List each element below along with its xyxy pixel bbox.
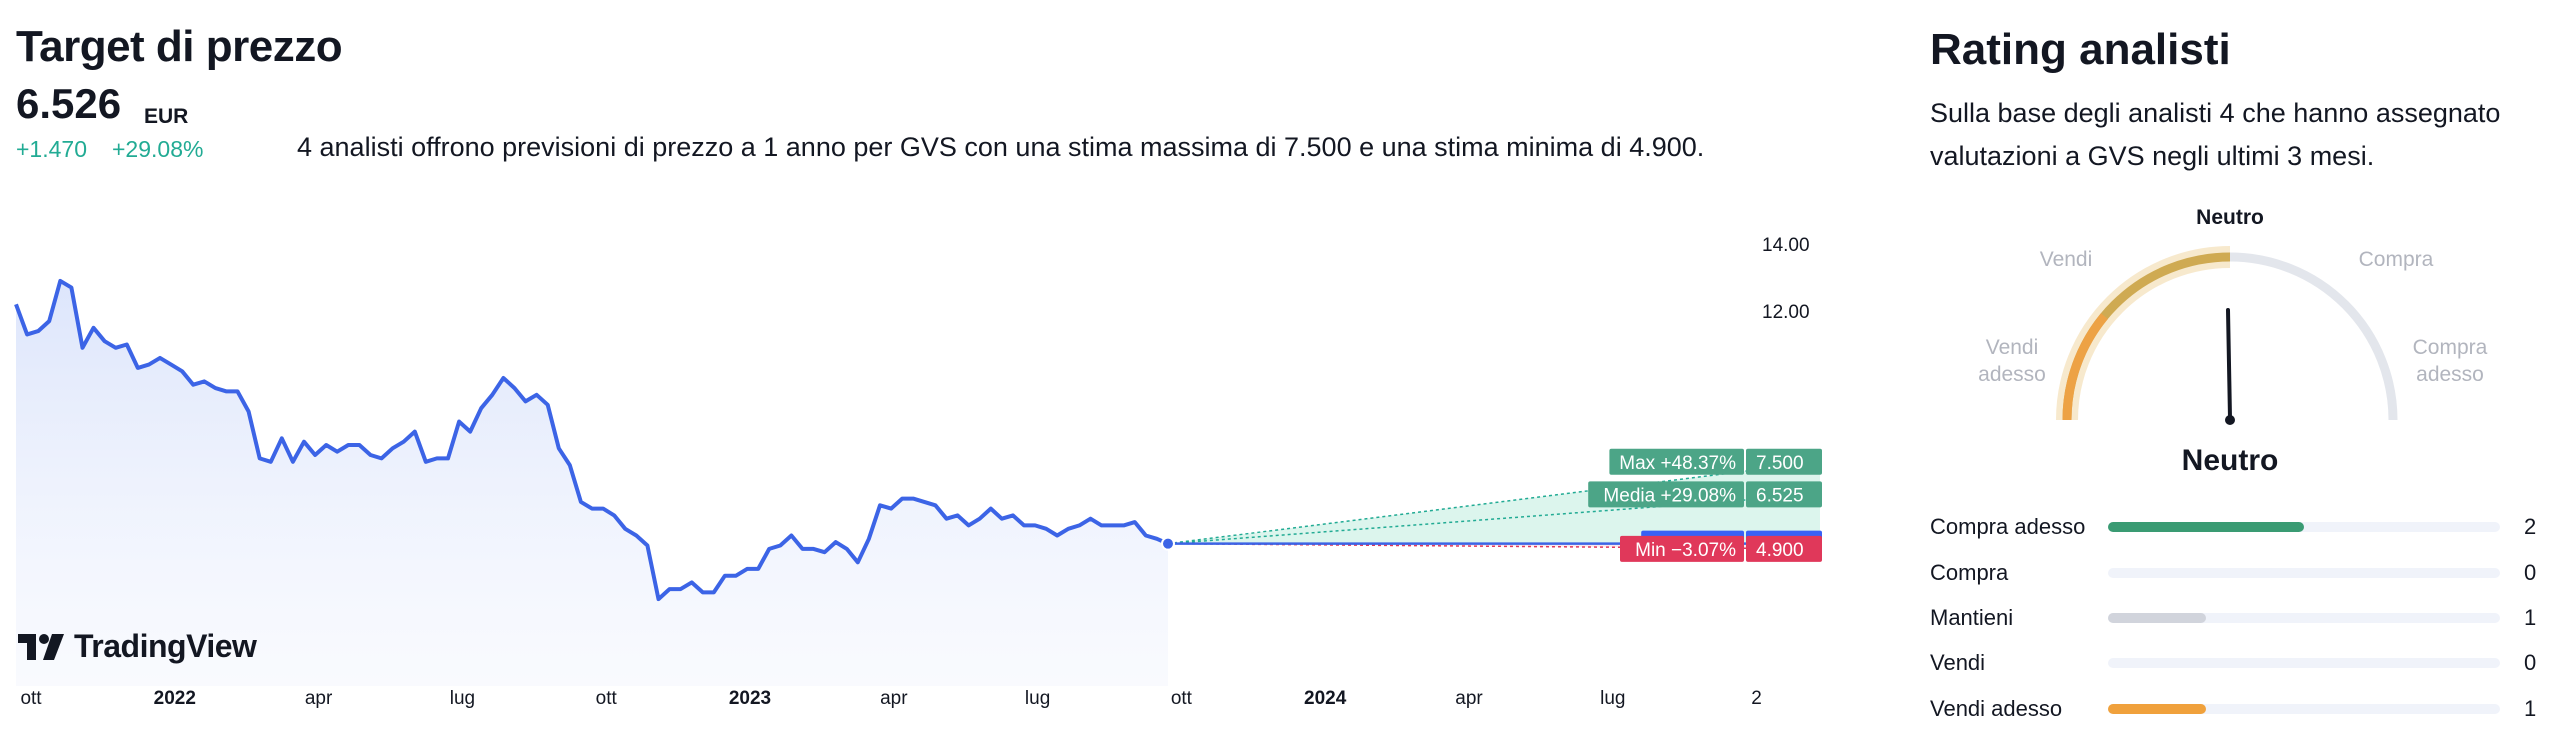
x-tick-label: lug bbox=[1600, 688, 1625, 709]
tradingview-logo-text: TradingView bbox=[74, 628, 257, 664]
rating-row-label-vendi-adesso: Vendi adesso bbox=[1930, 696, 2063, 721]
price-line bbox=[14, 278, 1169, 602]
tradingview-icon bbox=[18, 633, 64, 660]
rating-row-label-mantieni: Mantieni bbox=[1930, 605, 2014, 630]
forecast-label-name: Min −3.07% bbox=[1635, 540, 1736, 561]
y-tick-label: 14.00 bbox=[1762, 235, 1810, 256]
rating-row-count-vendi: 0 bbox=[2524, 650, 2537, 675]
forecast-label-media: Media +29.08% 6.525 bbox=[1588, 481, 1822, 508]
gauge-label-buy: Compra bbox=[2359, 248, 2434, 271]
change-percent: +29.08% bbox=[112, 136, 204, 162]
tradingview-logo[interactable]: TradingView bbox=[18, 628, 257, 665]
gauge-fill-start bbox=[2062, 313, 2108, 421]
forecast-label-value: 4.900 bbox=[1756, 540, 1804, 561]
rating-row-count-mantieni: 1 bbox=[2524, 605, 2537, 630]
rating-row-count-compra-adesso: 2 bbox=[2524, 514, 2537, 539]
rating-row-label-vendi: Vendi bbox=[1930, 650, 1986, 675]
x-tick-label: apr bbox=[880, 688, 908, 709]
rating-gauge: Neutro Vendi Compra Vendi adesso Compra ad… bbox=[1978, 206, 2488, 477]
rating-bar-vendi-adesso bbox=[2108, 704, 2500, 714]
forecast-label-name: Media +29.08% bbox=[1603, 485, 1736, 506]
x-tick-label: ott bbox=[596, 688, 618, 709]
x-tick-label: lug bbox=[1025, 688, 1050, 709]
rating-row-label-compra-adesso: Compra adesso bbox=[1930, 514, 2086, 539]
forecast-label-min: Min −3.07% 4.900 bbox=[1620, 535, 1822, 562]
gauge-label-strong-buy: Compra adesso bbox=[2413, 336, 2488, 386]
current-price-point bbox=[1161, 536, 1175, 551]
gauge-needle-hub bbox=[2225, 415, 2235, 425]
rating-bar-fill-compra-adesso bbox=[2108, 522, 2304, 532]
rating-title: Rating analisti bbox=[1930, 25, 2231, 74]
rating-bar-vendi bbox=[2108, 658, 2500, 668]
gauge-needle bbox=[2226, 308, 2232, 420]
price-target-description: 4 analisti offrono previsioni di prezzo … bbox=[297, 132, 1705, 162]
currency-label: EUR bbox=[144, 105, 189, 128]
y-tick-label: 12.00 bbox=[1762, 302, 1810, 323]
gauge-label-neutral: Neutro bbox=[2196, 206, 2264, 229]
forecast-label-value-bg bbox=[1746, 535, 1822, 562]
x-tick-label: ott bbox=[20, 688, 42, 709]
forecast-upper-area bbox=[1168, 461, 1820, 544]
x-tick-label: apr bbox=[1455, 688, 1483, 709]
rating-row-count-compra: 0 bbox=[2524, 560, 2537, 585]
forecast-label-name-bg bbox=[1620, 535, 1744, 562]
x-tick-label: 2022 bbox=[154, 688, 196, 709]
gauge-label-strong-sell: Vendi adesso bbox=[1978, 336, 2046, 386]
rating-bar-fill-mantieni bbox=[2108, 613, 2206, 623]
target-price: 6.526 bbox=[16, 80, 122, 127]
x-tick-label: 2023 bbox=[729, 688, 771, 709]
forecast-max-line bbox=[1167, 461, 1821, 545]
price-target-chart[interactable]: 14.0012.0010.0008.0006.0004.0002.000ott2… bbox=[0, 200, 1880, 732]
change-absolute: +1.470 bbox=[16, 136, 87, 162]
gauge-label-sell: Vendi bbox=[2040, 248, 2093, 271]
forecast-label-value-bg bbox=[1746, 448, 1822, 475]
forecast-average-line bbox=[1167, 493, 1821, 545]
page-title: Target di prezzo bbox=[16, 22, 343, 71]
forecast-label-name: Max +48.37% bbox=[1619, 453, 1736, 474]
rating-description: Sulla base degli analisti 4 che hanno as… bbox=[1930, 98, 2501, 171]
x-tick-label: 2024 bbox=[1304, 688, 1347, 709]
rating-row-label-compra: Compra bbox=[1930, 560, 2009, 585]
gauge-result: Neutro bbox=[2182, 444, 2279, 477]
forecast-label-value: 6.525 bbox=[1756, 485, 1804, 506]
rating-bar-fill-vendi-adesso bbox=[2108, 704, 2206, 714]
rating-bar-compra bbox=[2108, 568, 2500, 578]
x-tick-label: apr bbox=[305, 688, 333, 709]
rating-row-count-vendi-adesso: 1 bbox=[2524, 696, 2537, 721]
forecast-label-name-bg bbox=[1588, 481, 1744, 508]
forecast-label-value: 7.500 bbox=[1756, 453, 1804, 474]
x-tick-label: 2 bbox=[1751, 688, 1762, 709]
rating-bar-mantieni bbox=[2108, 613, 2500, 623]
x-tick-label: ott bbox=[1171, 688, 1193, 709]
forecast-label-max: Max +48.37% 7.500 bbox=[1609, 448, 1822, 475]
forecast-label-value-bg bbox=[1746, 481, 1822, 508]
price-area bbox=[16, 280, 1168, 686]
x-tick-label: lug bbox=[450, 688, 475, 709]
forecast-label-name-bg bbox=[1609, 448, 1744, 475]
rating-bar-compra-adesso bbox=[2108, 522, 2500, 532]
